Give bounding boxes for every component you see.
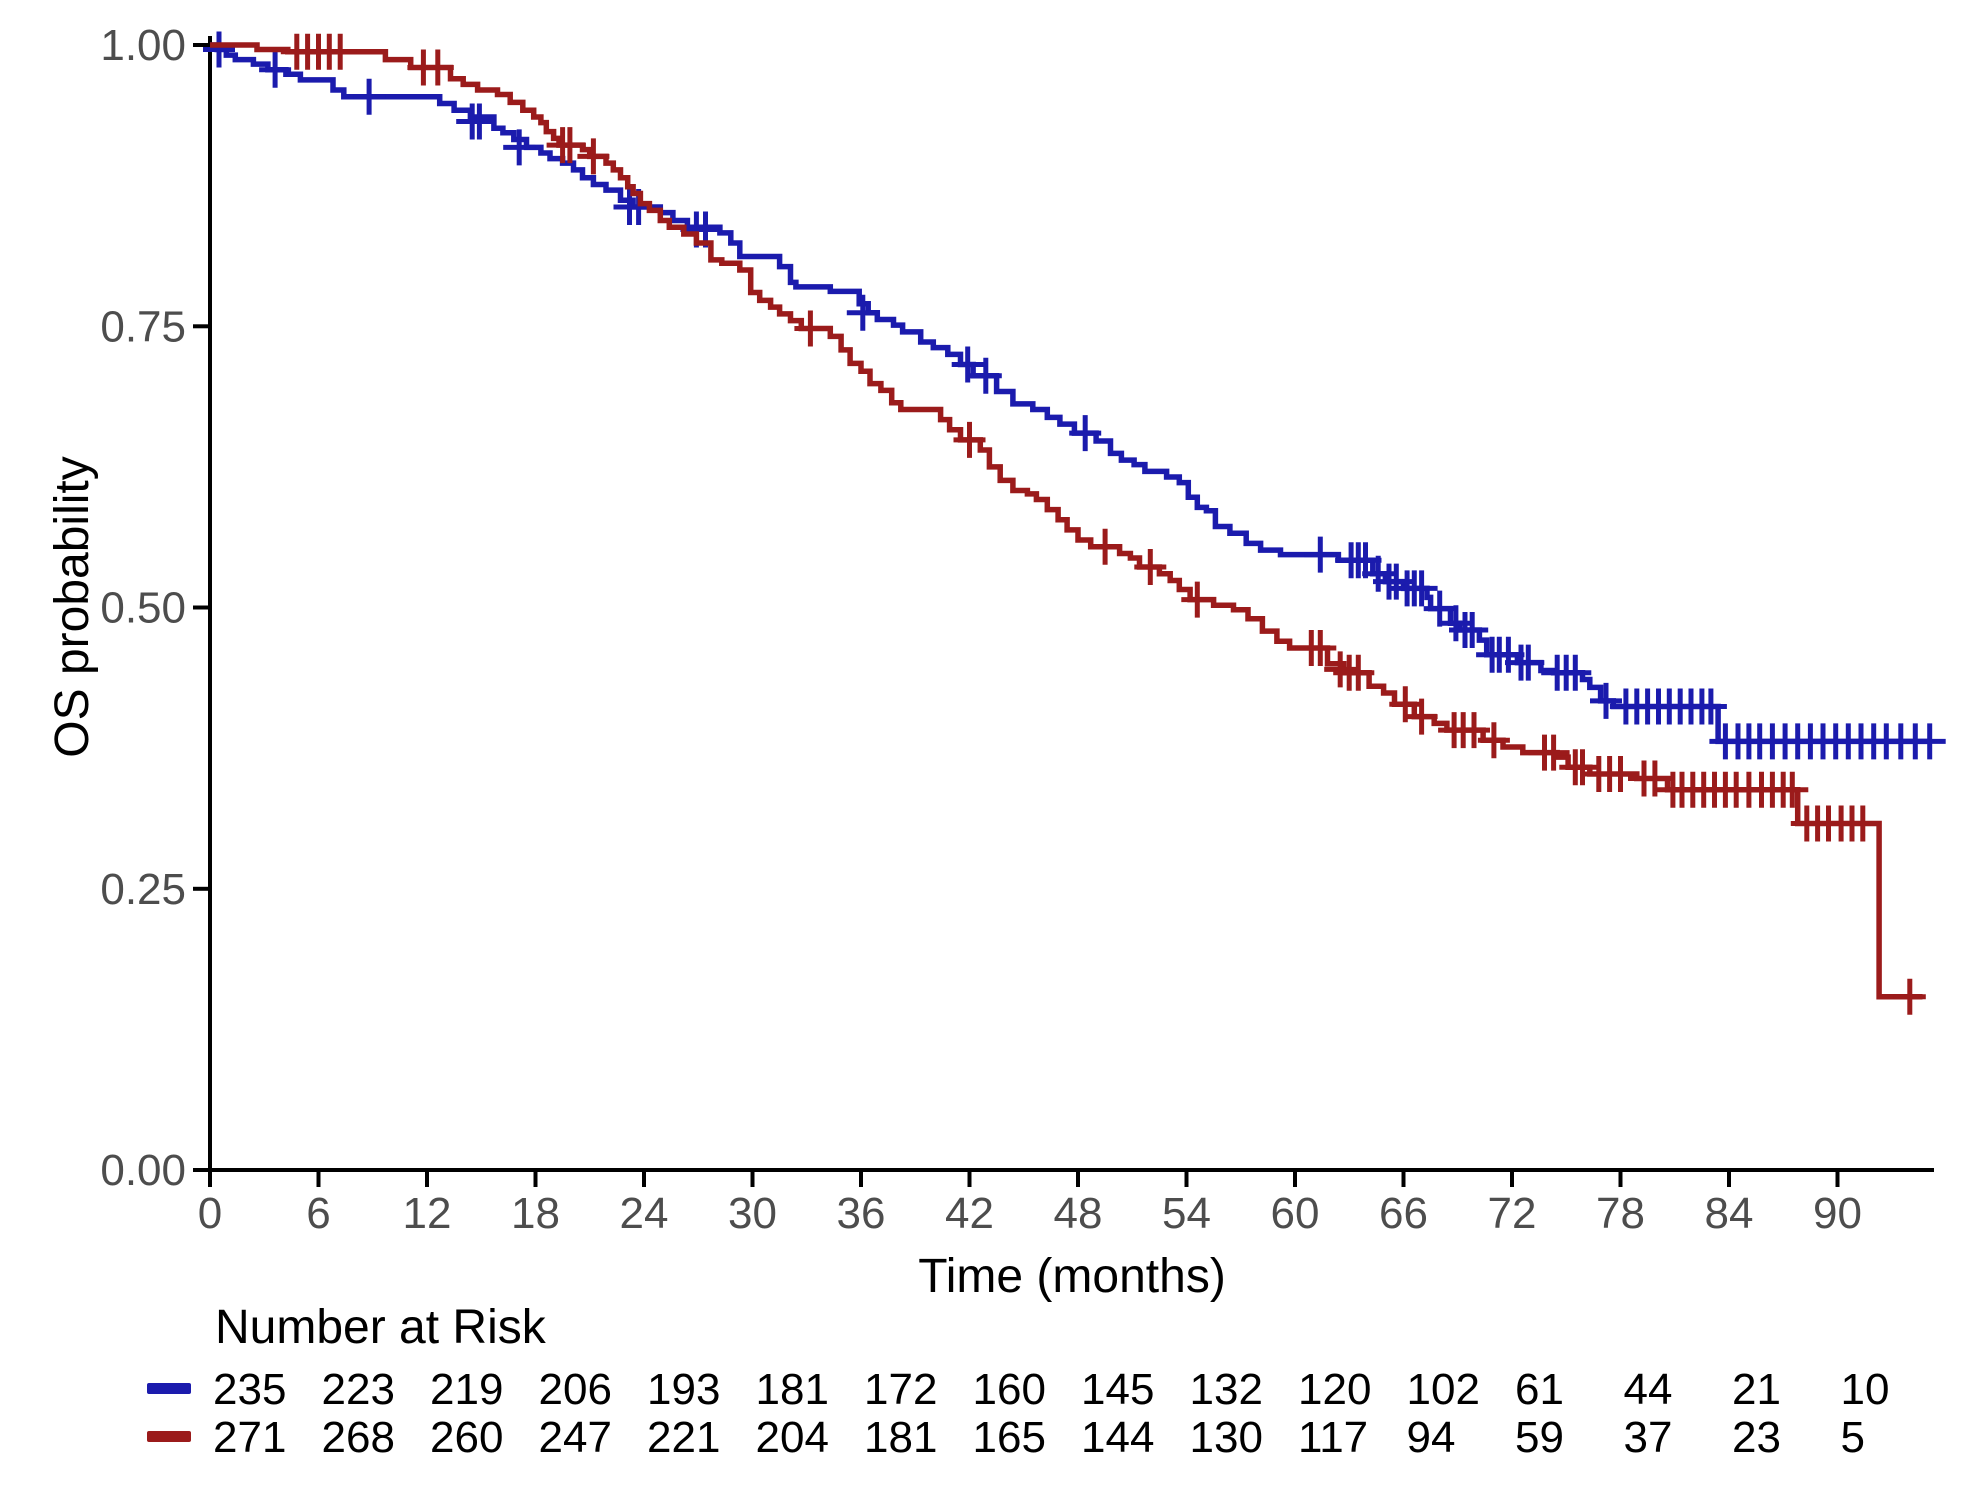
risk-count: 172 [864, 1365, 937, 1414]
risk-count: 271 [213, 1413, 286, 1462]
risk-count: 206 [539, 1365, 612, 1414]
risk-count: 44 [1624, 1365, 1673, 1414]
x-tick-label: 42 [945, 1189, 994, 1238]
risk-count: 193 [647, 1365, 720, 1414]
survival-curve-darkred [210, 42, 1923, 1000]
x-tick-label: 0 [198, 1189, 222, 1238]
x-axis-title: Time (months) [918, 1250, 1226, 1303]
x-tick-label: 12 [403, 1189, 452, 1238]
risk-count: 37 [1624, 1413, 1673, 1462]
risk-count: 102 [1407, 1365, 1480, 1414]
x-tick-label: 72 [1488, 1189, 1537, 1238]
risk-count: 21 [1732, 1365, 1781, 1414]
risk-count: 130 [1190, 1413, 1263, 1462]
risk-table-title: Number at Risk [215, 1301, 547, 1354]
y-tick-label: 0.50 [100, 584, 186, 633]
x-tick-label: 36 [837, 1189, 886, 1238]
risk-count: 221 [647, 1413, 720, 1462]
censor-marks-blue [203, 31, 1946, 760]
axes: 0.00 0.25 0.50 0.75 1.00 0 6 12 18 24 30 36 42 48 54 60… [100, 21, 1934, 1238]
risk-row: 235 223 219 206 193 181 172 160 145 132 120 102 61 44… [147, 1365, 1889, 1414]
risk-count: 59 [1515, 1413, 1564, 1462]
survival-curve-blue [210, 42, 1932, 745]
x-tick-label: 84 [1705, 1189, 1754, 1238]
x-tick-label: 90 [1813, 1189, 1862, 1238]
risk-count: 61 [1515, 1365, 1564, 1414]
x-tick-label: 24 [620, 1189, 669, 1238]
risk-count: 260 [430, 1413, 503, 1462]
risk-count: 165 [973, 1413, 1046, 1462]
risk-count: 223 [322, 1365, 395, 1414]
risk-count: 247 [539, 1413, 612, 1462]
risk-count: 181 [864, 1413, 937, 1462]
y-tick-label: 0.25 [100, 865, 186, 914]
x-tick-label: 18 [511, 1189, 560, 1238]
risk-count: 23 [1732, 1413, 1781, 1462]
risk-count: 10 [1841, 1365, 1890, 1414]
risk-count: 5 [1841, 1413, 1865, 1462]
x-tick-label: 54 [1162, 1189, 1211, 1238]
x-tick-label: 60 [1271, 1189, 1320, 1238]
risk-count: 219 [430, 1365, 503, 1414]
survival-curves [203, 31, 1946, 1015]
risk-count: 181 [756, 1365, 829, 1414]
risk-count: 145 [1081, 1365, 1154, 1414]
x-tick-label: 48 [1054, 1189, 1103, 1238]
risk-count: 132 [1190, 1365, 1263, 1414]
y-tick-label: 0.75 [100, 302, 186, 351]
x-tick-label: 30 [728, 1189, 777, 1238]
risk-count: 160 [973, 1365, 1046, 1414]
x-tick-label: 66 [1379, 1189, 1428, 1238]
risk-count: 268 [322, 1413, 395, 1462]
y-tick-label: 0.00 [100, 1146, 186, 1195]
x-tick-label: 6 [306, 1189, 330, 1238]
risk-table: 235 223 219 206 193 181 172 160 145 132 120 102 61 44… [147, 1365, 1889, 1462]
risk-row-swatch [147, 1383, 191, 1394]
risk-count: 144 [1081, 1413, 1154, 1462]
risk-count: 120 [1298, 1365, 1371, 1414]
y-tick-label: 1.00 [100, 21, 186, 70]
x-tick-label: 78 [1596, 1189, 1645, 1238]
risk-row-swatch [147, 1431, 191, 1442]
risk-count: 117 [1298, 1413, 1368, 1462]
risk-count: 94 [1407, 1413, 1456, 1462]
censor-marks-darkred [280, 33, 1926, 1015]
y-axis-title: OS probability [46, 456, 99, 757]
risk-count: 204 [756, 1413, 829, 1462]
risk-row: 271 268 260 247 221 204 181 165 144 130 117 94 59 37 2… [147, 1413, 1865, 1462]
risk-count: 235 [213, 1365, 286, 1414]
